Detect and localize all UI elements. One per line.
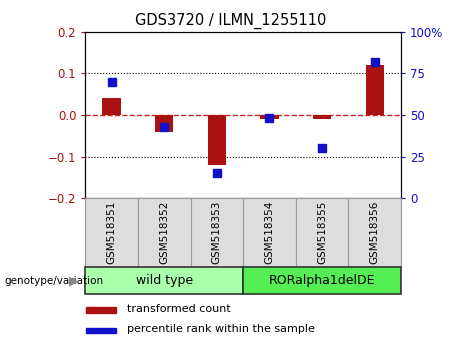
Text: transformed count: transformed count bbox=[127, 304, 230, 314]
Bar bbox=[207, 115, 226, 165]
Bar bbox=[349, 198, 401, 267]
Bar bbox=[86, 307, 117, 313]
Text: wild type: wild type bbox=[136, 274, 193, 287]
Bar bbox=[260, 115, 279, 119]
Text: GSM518356: GSM518356 bbox=[370, 200, 380, 264]
Bar bbox=[296, 198, 349, 267]
Text: GSM518354: GSM518354 bbox=[265, 200, 274, 264]
Bar bbox=[190, 198, 243, 267]
Bar bbox=[102, 98, 121, 115]
Bar bbox=[86, 328, 117, 333]
Text: percentile rank within the sample: percentile rank within the sample bbox=[127, 324, 314, 334]
Bar bbox=[85, 267, 243, 294]
Text: ▶: ▶ bbox=[69, 274, 78, 287]
Bar bbox=[313, 115, 331, 119]
Text: genotype/variation: genotype/variation bbox=[5, 275, 104, 286]
Bar bbox=[155, 115, 173, 132]
Text: GSM518351: GSM518351 bbox=[106, 200, 117, 264]
Bar bbox=[138, 198, 190, 267]
Text: GSM518355: GSM518355 bbox=[317, 200, 327, 264]
Bar bbox=[243, 267, 401, 294]
Bar bbox=[85, 198, 138, 267]
Text: GDS3720 / ILMN_1255110: GDS3720 / ILMN_1255110 bbox=[135, 12, 326, 29]
Text: RORalpha1delDE: RORalpha1delDE bbox=[269, 274, 375, 287]
Bar bbox=[243, 198, 296, 267]
Text: GSM518352: GSM518352 bbox=[159, 200, 169, 264]
Bar bbox=[366, 65, 384, 115]
Text: GSM518353: GSM518353 bbox=[212, 200, 222, 264]
